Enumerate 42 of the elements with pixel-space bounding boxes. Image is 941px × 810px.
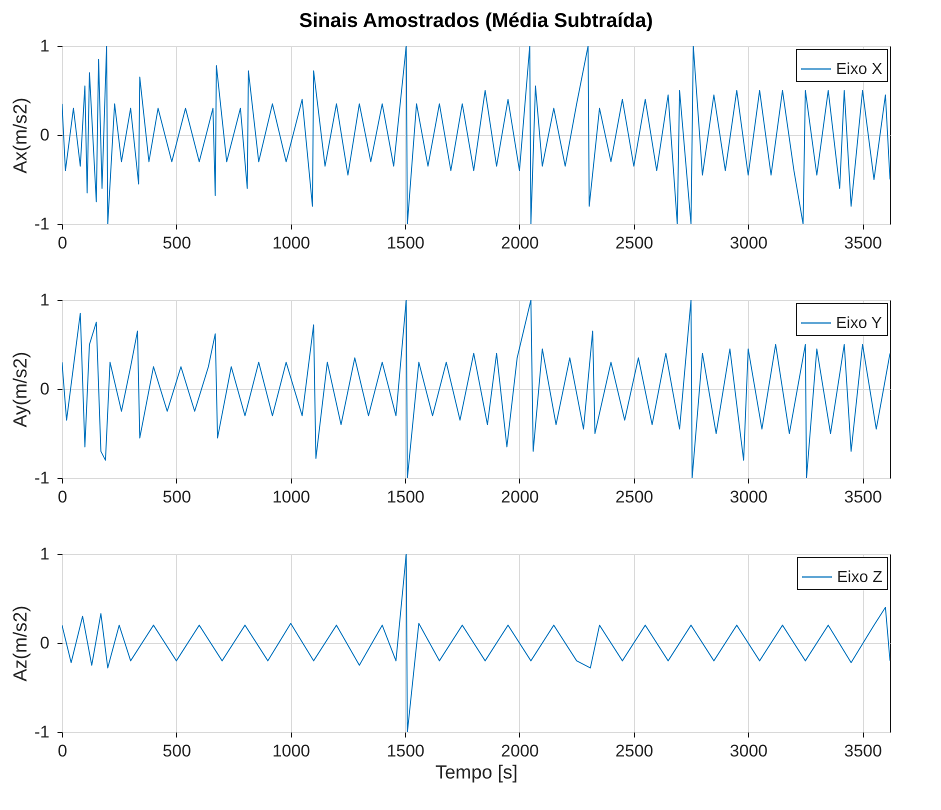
x-tick-label: 3000 [730,742,768,760]
x-tick-label: 2500 [615,234,654,252]
x-tick-label: 1500 [386,234,425,252]
chart-title: Sinais Amostrados (Média Subtraída) [299,10,653,32]
x-tick-label: 2500 [615,488,654,506]
y-tick-label: -1 [34,468,50,488]
y-axis-title: Az(m/s2) [10,606,32,682]
y-tick-label: 1 [40,290,50,310]
x-tick-label: 1000 [272,742,310,760]
legend-label: Eixo X [836,61,883,78]
x-tick-label: 500 [162,234,192,252]
y-axis-title: Ax(m/s2) [10,98,32,174]
y-tick-label: 0 [40,126,50,144]
x-tick-label: 1000 [272,234,310,252]
x-tick-label: 2000 [501,488,539,506]
y-tick-label: -1 [34,722,50,742]
x-tick-label: 3500 [844,742,882,760]
x-tick-label: 1000 [272,488,310,506]
y-axis-title: Ay(m/s2) [10,352,32,428]
x-tick-label: 2500 [615,742,654,760]
x-tick-label: 0 [58,742,68,760]
y-tick-label: 1 [40,36,50,56]
y-tick-label: 1 [40,544,50,564]
x-tick-label: 2000 [501,234,539,252]
legend-label: Eixo Y [836,315,882,332]
x-tick-label: 3500 [844,234,882,252]
x-tick-label: 0 [58,234,68,252]
x-tick-label: 1500 [386,488,425,506]
x-tick-label: 2000 [501,742,539,760]
x-tick-label: 500 [162,488,192,506]
x-tick-label: 3000 [730,488,768,506]
y-tick-label: 0 [40,634,50,652]
y-tick-label: 0 [40,380,50,398]
x-axis-title: Tempo [s] [435,762,518,784]
x-tick-label: 0 [58,488,68,506]
x-tick-label: 1500 [386,742,425,760]
y-tick-label: -1 [34,214,50,234]
line-series [62,554,890,732]
x-tick-label: 500 [162,742,192,760]
x-tick-label: 3000 [730,234,768,252]
legend-label: Eixo Z [837,569,883,586]
x-tick-label: 3500 [844,488,882,506]
